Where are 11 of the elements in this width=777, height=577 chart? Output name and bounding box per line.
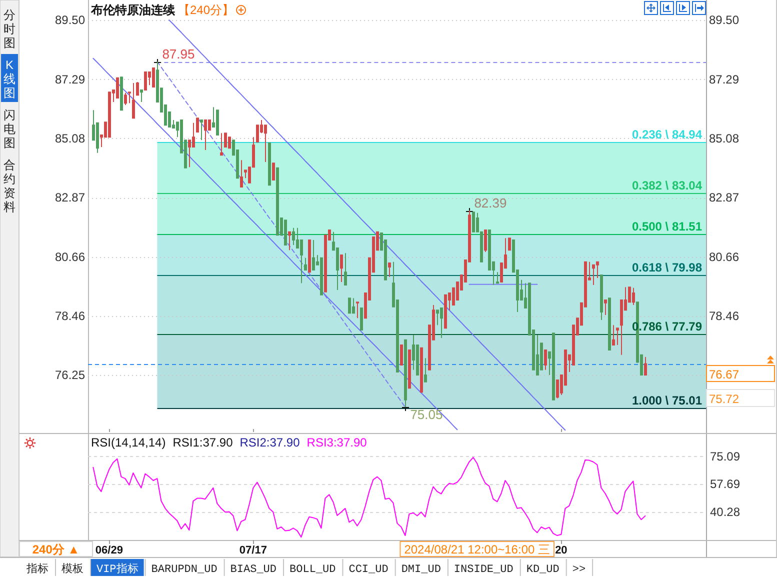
text: BIAS_UD [230,564,277,576]
text: KD_UD [526,564,560,576]
text: VIP指标 [96,563,138,576]
text: 模板 [62,563,84,576]
text: BARUPDN_UD [151,564,218,576]
text: >> [572,564,586,576]
text: INSIDE_UD [454,564,514,576]
text: DMI_UD [401,564,442,576]
text: BOLL_UD [290,564,336,576]
text: 指标 [26,563,48,576]
text: CCI_UD [348,564,389,576]
